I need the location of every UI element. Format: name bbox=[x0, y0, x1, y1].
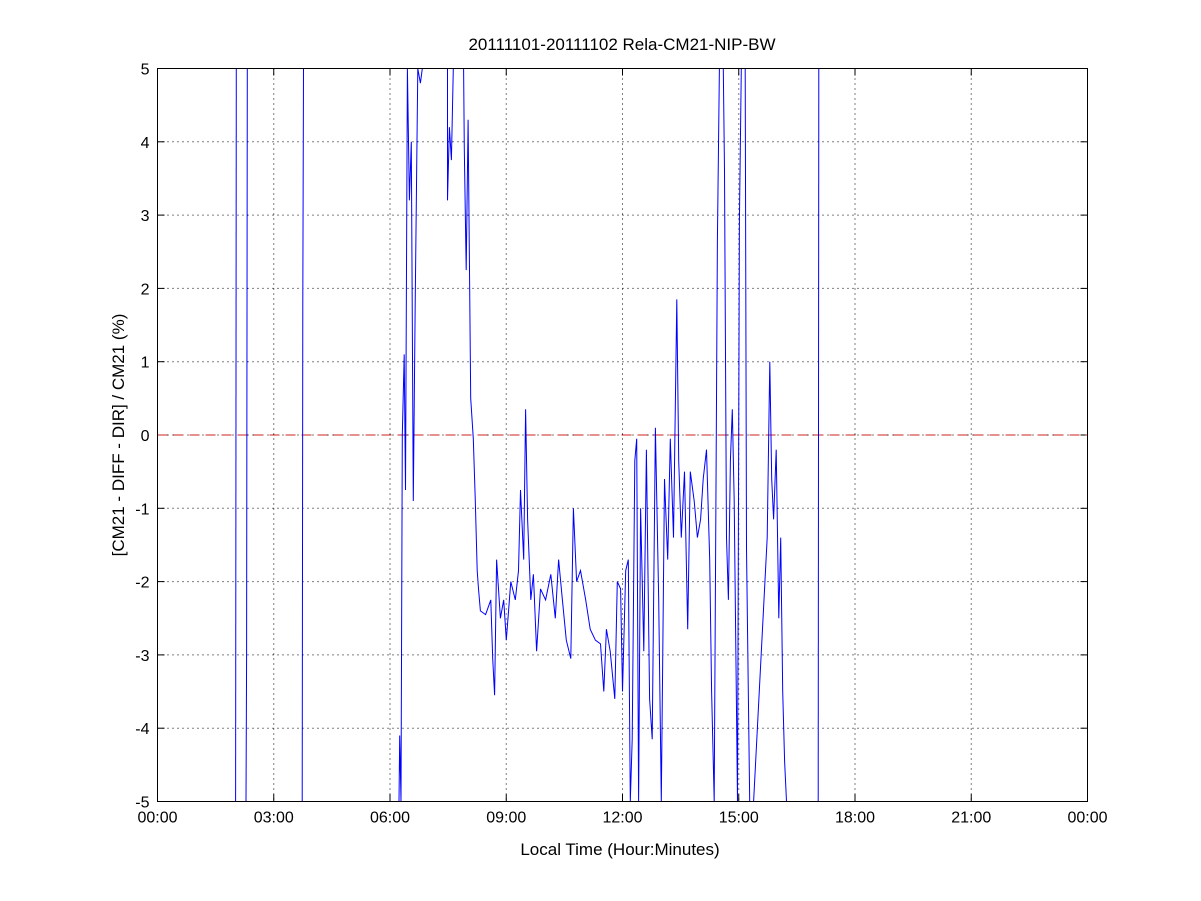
y-tick-label: -1 bbox=[135, 501, 149, 518]
data-lines bbox=[157, 68, 1088, 802]
chart-title: 20111101-20111102 Rela-CM21-NIP-BW bbox=[468, 35, 775, 54]
y-tick-label: -3 bbox=[135, 648, 149, 665]
x-tick-label: 18:00 bbox=[835, 810, 875, 827]
x-tick-label: 12:00 bbox=[602, 810, 642, 827]
series-line-segment bbox=[301, 68, 304, 802]
plot-frame bbox=[157, 68, 1088, 802]
series-line-segment bbox=[398, 68, 787, 802]
x-tick-label: 00:00 bbox=[137, 810, 177, 827]
x-tick-label: 09:00 bbox=[486, 810, 526, 827]
y-tick-label: 4 bbox=[141, 135, 150, 152]
x-axis-label: Local Time (Hour:Minutes) bbox=[520, 840, 719, 859]
series-line-segment bbox=[817, 68, 820, 802]
y-tick-label: 5 bbox=[141, 62, 150, 79]
y-axis-label: [CM21 - DIFF - DIR] / CM21 (%) bbox=[109, 314, 128, 557]
x-tick-label: 06:00 bbox=[370, 810, 410, 827]
x-tick-label: 15:00 bbox=[719, 810, 759, 827]
series-line-segment bbox=[245, 68, 248, 802]
y-tick-label: -4 bbox=[135, 721, 149, 738]
y-tick-label: -5 bbox=[135, 795, 149, 812]
ticks: 00:00 03:00 06:00 09:00 12:00 15:00 18:00 21:00… bbox=[135, 62, 1107, 827]
x-tick-label: 21:00 bbox=[951, 810, 991, 827]
y-tick-label: -2 bbox=[135, 575, 149, 592]
x-tick-label: 00:00 bbox=[1067, 810, 1107, 827]
x-tick-label: 03:00 bbox=[254, 810, 294, 827]
y-tick-label: 0 bbox=[141, 428, 150, 445]
series-line-segment bbox=[235, 68, 237, 802]
y-tick-label: 3 bbox=[141, 208, 150, 225]
y-tick-label: 1 bbox=[141, 355, 150, 372]
y-tick-label: 2 bbox=[141, 281, 150, 298]
